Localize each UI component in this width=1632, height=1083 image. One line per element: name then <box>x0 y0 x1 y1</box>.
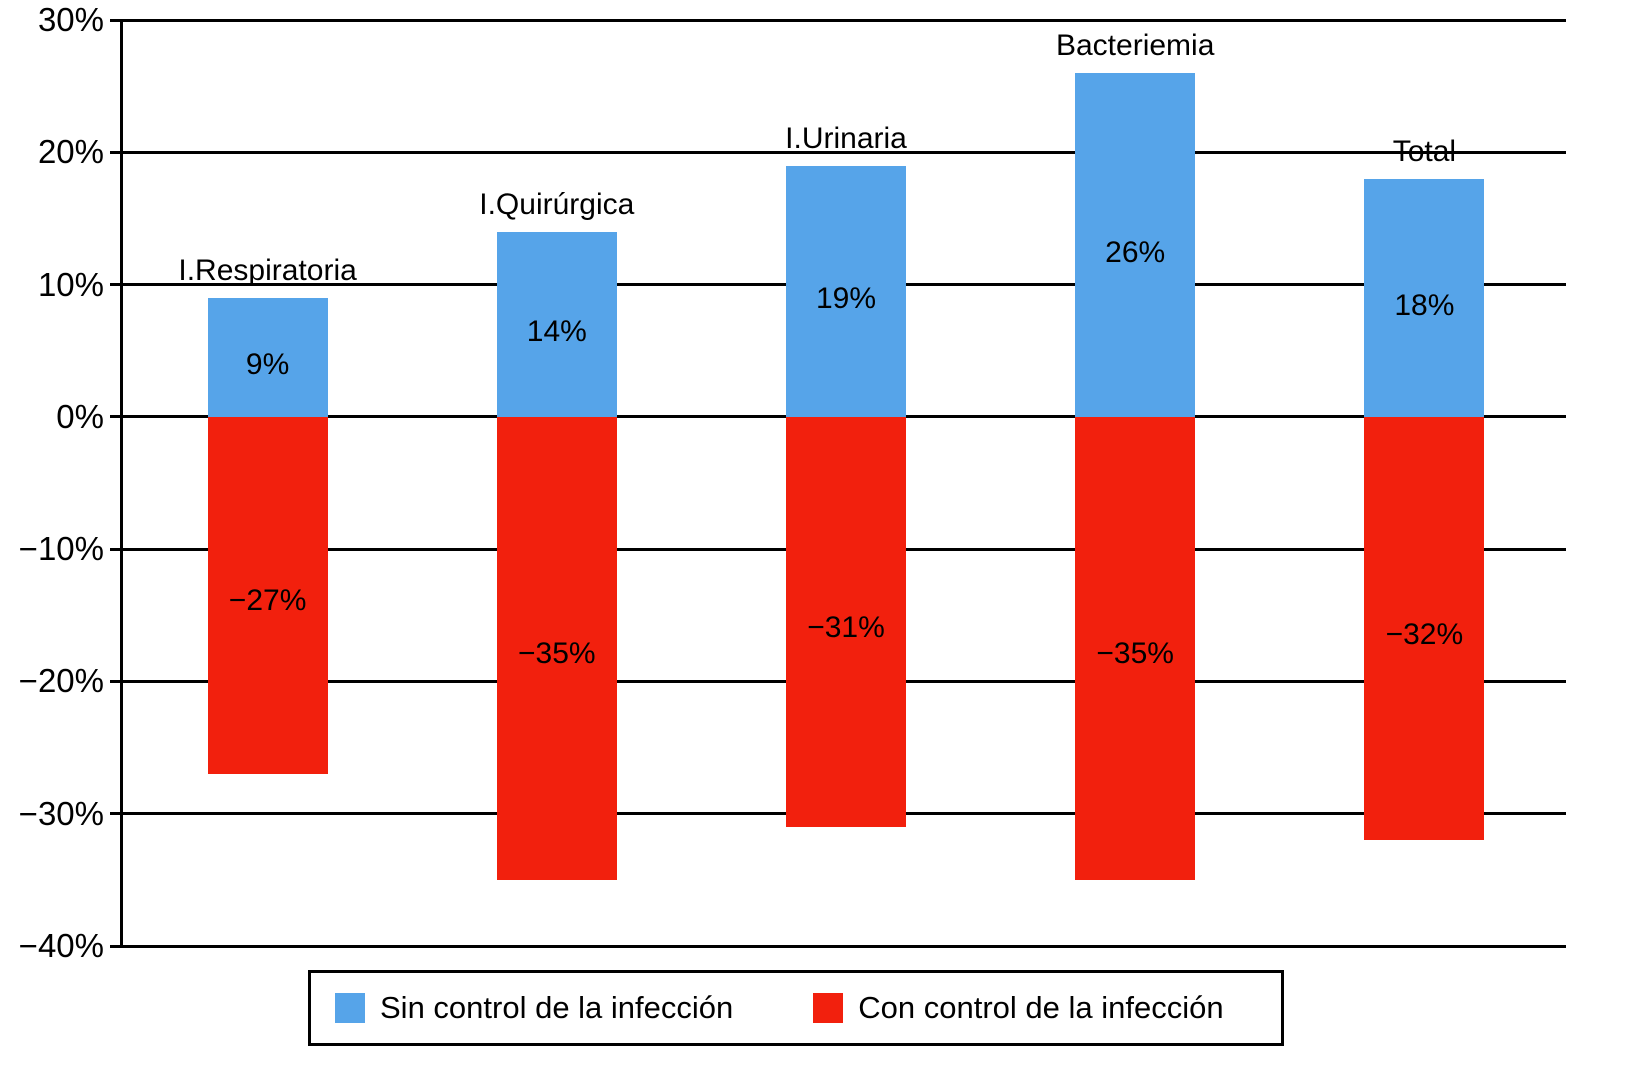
value-label-positive: 14% <box>526 315 587 349</box>
bar-positive <box>207 297 328 417</box>
value-label-negative: −35% <box>1096 637 1174 671</box>
y-axis-tick-label: 30% <box>37 1 104 38</box>
bar-positive <box>1364 178 1485 417</box>
legend-item: Con control de la infección <box>813 990 1224 1026</box>
bar-negative <box>207 416 328 774</box>
bar-positive <box>1075 72 1196 417</box>
y-axis-tick-label: 0% <box>56 397 104 435</box>
legend: Sin control de la infección Con control d… <box>308 970 1284 1046</box>
value-label-positive: 19% <box>815 282 877 316</box>
legend-label: Sin control de la infección <box>380 990 734 1025</box>
bar-negative <box>1364 416 1485 841</box>
bar-negative <box>786 416 906 827</box>
value-label-negative: −35% <box>518 637 596 671</box>
value-label-negative: −31% <box>807 610 885 644</box>
bar-negative <box>496 416 617 880</box>
category-label: I.Quirúrgica <box>479 187 635 221</box>
legend-item: Sin control de la infección <box>335 990 733 1026</box>
y-axis-tick-label: −20% <box>18 662 104 700</box>
gridline <box>110 18 1566 22</box>
y-axis-tick-label: −30% <box>18 794 104 832</box>
legend-swatch <box>335 993 365 1023</box>
value-label-negative: −27% <box>228 584 307 618</box>
bar-positive <box>496 231 617 417</box>
bar-negative <box>1075 416 1196 880</box>
category-label: I.Respiratoria <box>178 253 357 287</box>
legend-label: Con control de la infección <box>858 990 1224 1025</box>
value-label-negative: −32% <box>1385 617 1464 651</box>
y-axis-labels: 30% 20% 10% 0% −10% −20% −30% −40% <box>0 1 104 964</box>
y-axis-tick-label: −10% <box>18 530 104 568</box>
legend-swatch <box>813 993 844 1023</box>
category-label: I.Urinaria <box>785 121 907 155</box>
value-label-positive: 26% <box>1105 235 1166 269</box>
value-label-positive: 9% <box>245 348 290 382</box>
gridline <box>110 944 1566 948</box>
plot-area: I.Respiratoria 9% −27% I.Quirúrgica 14% −35% I… <box>110 18 1566 948</box>
value-label-positive: 18% <box>1394 288 1455 322</box>
category-label: Bacteriemia <box>1055 28 1215 62</box>
y-axis-tick-label: −40% <box>18 927 104 964</box>
category-label: Total <box>1392 134 1457 168</box>
bar-positive <box>786 165 906 417</box>
y-axis-tick-label: 10% <box>37 265 104 303</box>
y-axis-tick-label: 20% <box>37 133 104 171</box>
gridline <box>110 150 1566 154</box>
